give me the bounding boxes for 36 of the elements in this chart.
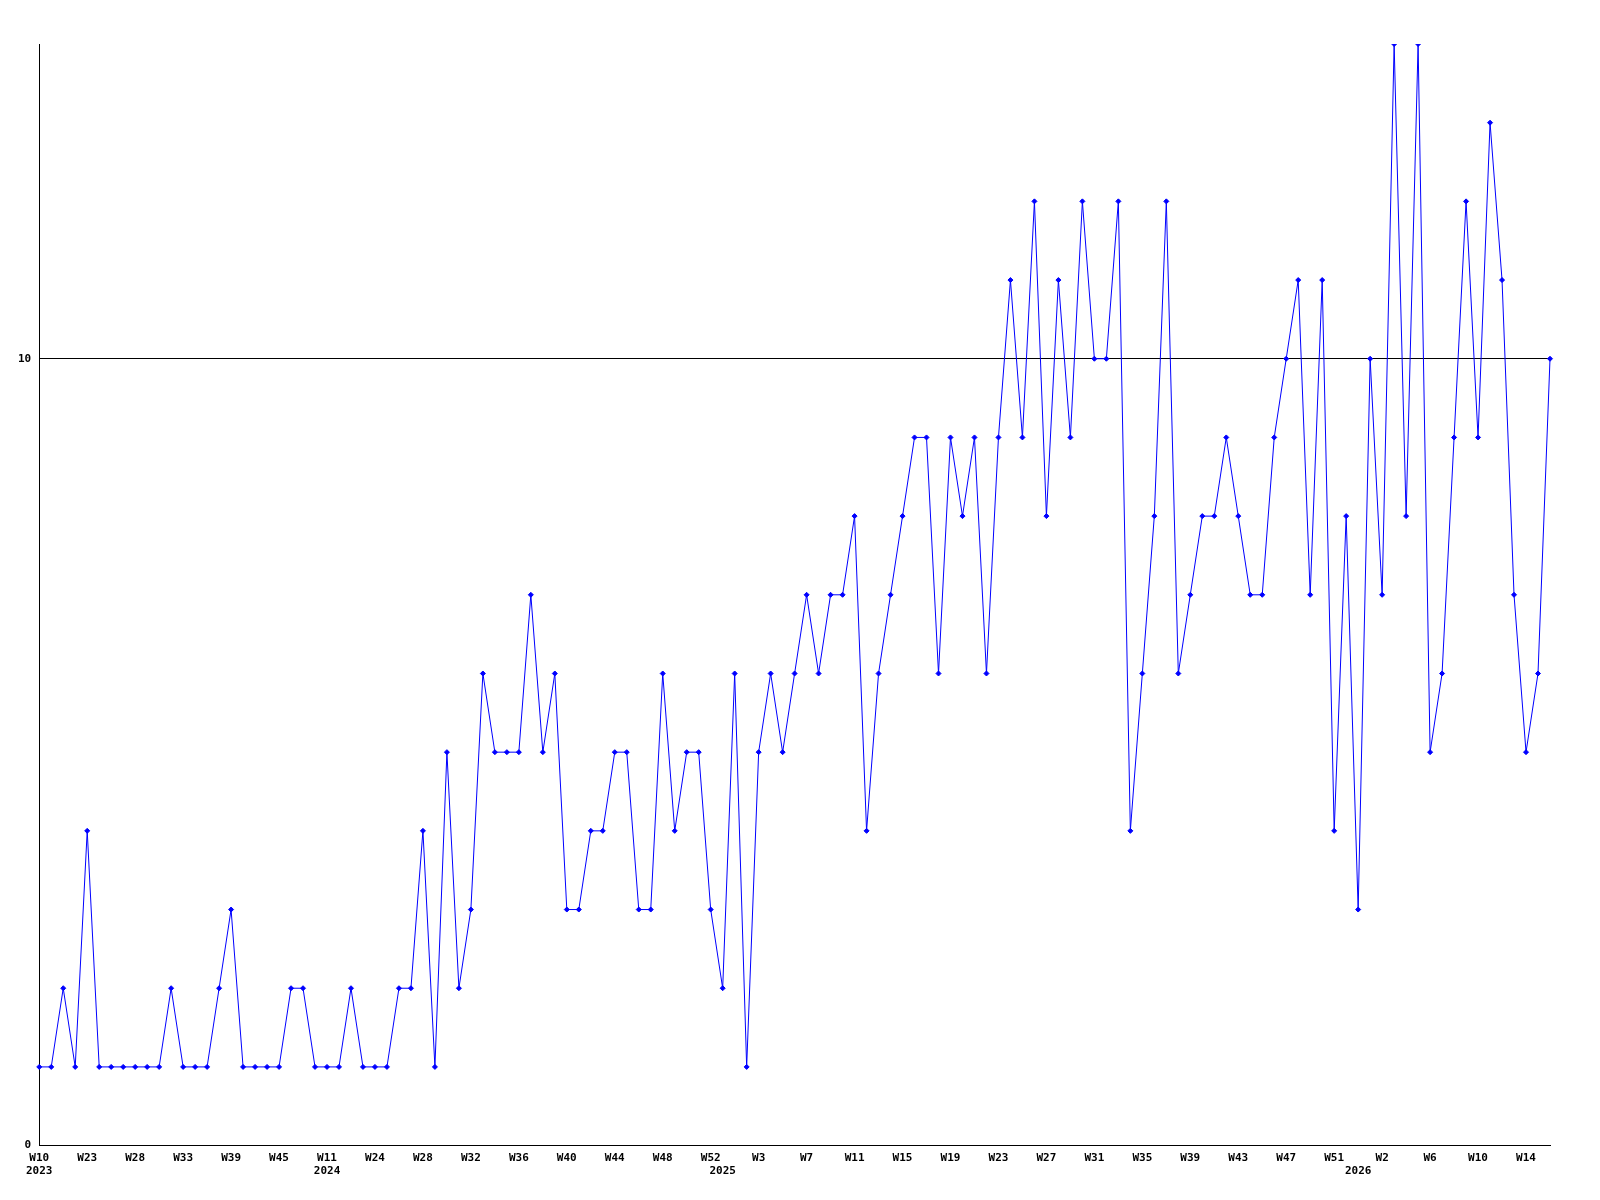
x-tick-label: W28 [125,1151,146,1165]
x-tick-label: W52 [700,1151,721,1165]
x-tick-label: W35 [1132,1151,1153,1165]
x-tick-label: W36 [508,1151,530,1165]
x-tick-label: W39 [1180,1151,1201,1165]
x-tick-label: 2025 [709,1164,736,1178]
x-tick-label: W43 [1228,1151,1249,1165]
x-tick-label: W39 [221,1151,242,1165]
x-tick-label: W51 [1324,1151,1345,1165]
x-tick-label: W40 [556,1151,577,1165]
x-tick-label: 2026 [1344,1164,1372,1178]
x-tick-label: W10 2023 [26,1151,53,1178]
x-tick-label: W23 [77,1151,98,1165]
x-tick-label: W28 [412,1151,433,1165]
x-tick-label: W48 [652,1151,673,1165]
x-tick-label: W24 [365,1151,386,1165]
x-tick-label: W15 [892,1151,913,1165]
x-tick-label: W7 [799,1151,814,1165]
x-tick-label: W45 [269,1151,289,1165]
x-tick-label: W10 [1468,1151,1488,1165]
x-tick-label: W47 [1276,1151,1297,1165]
x-tick-label: W11 [844,1151,865,1165]
x-tick-label: W3 [752,1151,766,1165]
x-tick-label: W11 2024 [313,1151,341,1178]
x-tick-label: W32 [460,1151,481,1165]
y-tick-label: 10 [18,351,32,365]
x-tick-label: W27 [1036,1151,1057,1165]
x-tick-label: W14 [1516,1151,1537,1165]
x-tick-label: W33 [173,1151,194,1165]
x-tick-label: W6 [1423,1151,1438,1165]
x-tick-label: W23 [988,1151,1009,1165]
x-tick-label: W31 [1084,1151,1105,1165]
x-tick-label: W2 [1375,1151,1389,1165]
y-tick-label: 0 [24,1138,32,1152]
x-tick-label: W44 [604,1151,626,1165]
x-tick-label: W19 [940,1151,961,1165]
